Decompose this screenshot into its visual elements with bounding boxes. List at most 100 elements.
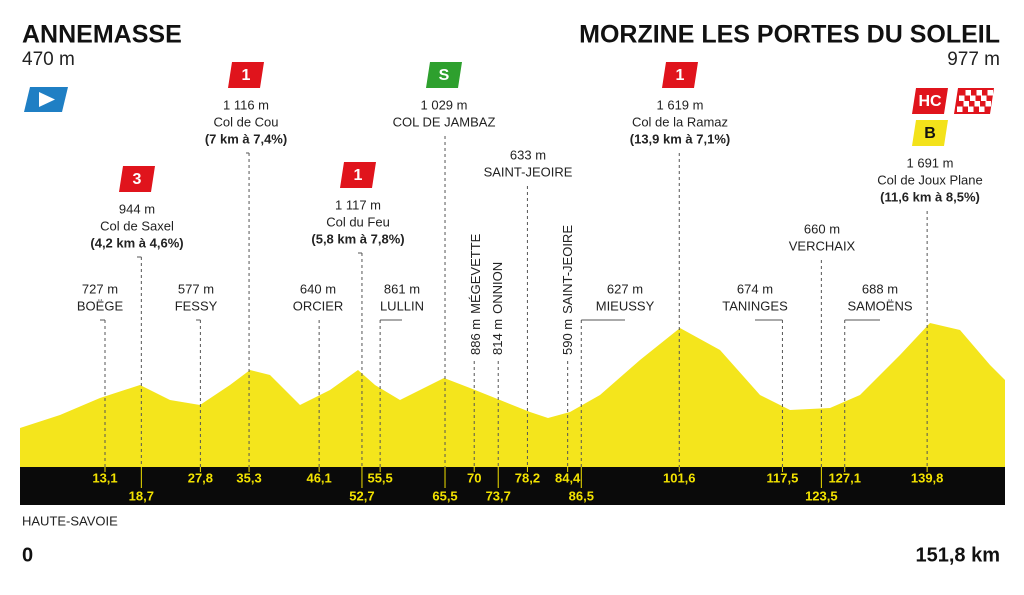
altitude: 814 m xyxy=(490,319,505,355)
badge-label: 3 xyxy=(133,171,142,188)
altitude: 1 619 m xyxy=(657,97,704,112)
place-name: VERCHAIX xyxy=(789,238,856,253)
flag-check xyxy=(957,106,963,112)
climb-badge xyxy=(912,120,948,146)
vertical-label: 886 m MÉGEVETTE xyxy=(468,233,483,355)
place-name: Col du Feu xyxy=(326,214,390,229)
km-label: 78,2 xyxy=(515,470,540,485)
km-label: 70 xyxy=(467,470,481,485)
finish-altitude: 977 m xyxy=(947,49,1000,70)
place-name: TANINGES xyxy=(722,298,788,313)
altitude: 674 m xyxy=(737,281,773,296)
flag-check xyxy=(965,90,971,96)
climb: (5,8 km à 7,8%) xyxy=(311,231,404,246)
vertical-label: 814 m ONNION xyxy=(490,262,505,355)
start-km: 0 xyxy=(22,544,33,566)
km-label: 27,8 xyxy=(188,470,213,485)
badge-label: 1 xyxy=(676,67,685,84)
place-name: MIEUSSY xyxy=(596,298,655,313)
km-label: 139,8 xyxy=(911,470,944,485)
flag-check xyxy=(974,101,980,107)
altitude: 627 m xyxy=(607,281,643,296)
place-name: Col de Cou xyxy=(213,114,278,129)
altitude: 1 691 m xyxy=(907,155,954,170)
km-label: 127,1 xyxy=(828,470,861,485)
place-name: Col de Saxel xyxy=(100,218,174,233)
start-name: ANNEMASSE xyxy=(22,21,182,49)
climb: (7 km à 7,4%) xyxy=(205,131,287,146)
flag-check xyxy=(976,90,982,96)
climb-badge xyxy=(340,162,376,188)
climb: (11,6 km à 8,5%) xyxy=(880,189,980,204)
badge-label: B xyxy=(924,125,936,142)
km-label: 46,1 xyxy=(306,470,331,485)
altitude: 688 m xyxy=(862,281,898,296)
profile xyxy=(20,323,1005,467)
vertical-label: 590 m SAINT-JEOIRE xyxy=(560,225,575,355)
km-label: 18,7 xyxy=(129,488,154,503)
region: HAUTE-SAVOIE xyxy=(22,513,118,528)
place-name: Col de la Ramaz xyxy=(632,114,728,129)
place-name: BOËGE xyxy=(77,298,124,313)
end-km: 151,8 km xyxy=(915,544,1000,566)
climb-badge xyxy=(662,62,698,88)
km-label: 65,5 xyxy=(432,488,457,503)
finish-name: MORZINE LES PORTES DU SOLEIL xyxy=(579,21,1000,49)
badge-label: 1 xyxy=(242,67,251,84)
place-name: FESSY xyxy=(175,298,218,313)
km-label: 123,5 xyxy=(805,488,838,503)
flag-check xyxy=(968,106,974,112)
place-name: COL DE JAMBAZ xyxy=(393,114,496,129)
altitude: 1 117 m xyxy=(335,197,381,212)
km-label: 117,5 xyxy=(767,470,799,485)
climb-badge xyxy=(119,166,155,192)
km-label: 35,3 xyxy=(236,470,261,485)
place-name: SAMOËNS xyxy=(847,298,912,313)
altitude: 944 m xyxy=(119,201,155,216)
climb: (4,2 km à 4,6%) xyxy=(90,235,183,250)
climb-badge xyxy=(228,62,264,88)
flag-check xyxy=(981,95,987,101)
altitude: 633 m xyxy=(510,147,546,162)
place-name: SAINT-JEOIRE xyxy=(484,164,573,179)
climb-badge xyxy=(426,62,462,88)
altitude: 590 m xyxy=(560,319,575,355)
flag-check xyxy=(979,106,985,112)
finish-flag xyxy=(954,88,994,114)
place-name: ONNION xyxy=(490,262,505,314)
place-name: Col de Joux Plane xyxy=(877,172,983,187)
flag-check xyxy=(987,90,993,96)
start-altitude: 470 m xyxy=(22,49,75,70)
badge-label: HC xyxy=(918,93,942,110)
place-name: LULLIN xyxy=(380,298,424,313)
km-label: 86,5 xyxy=(569,488,594,503)
climb-badge xyxy=(912,88,948,114)
km-label: 55,5 xyxy=(367,470,392,485)
place-name: SAINT-JEOIRE xyxy=(560,225,575,314)
altitude: 577 m xyxy=(178,281,214,296)
start-flag xyxy=(24,87,68,112)
flag-check xyxy=(985,101,991,107)
place-name: ORCIER xyxy=(293,298,344,313)
flag-check xyxy=(959,95,965,101)
altitude: 640 m xyxy=(300,281,336,296)
km-label: 101,6 xyxy=(663,470,696,485)
altitude: 1 116 m xyxy=(223,97,269,112)
km-label: 84,4 xyxy=(555,470,581,485)
badge-label: S xyxy=(439,67,450,84)
altitude: 886 m xyxy=(468,319,483,355)
altitude: 660 m xyxy=(804,221,840,236)
climb: (13,9 km à 7,1%) xyxy=(630,131,730,146)
km-label: 73,7 xyxy=(486,488,511,503)
altitude: 861 m xyxy=(384,281,420,296)
altitude: 1 029 m xyxy=(421,97,468,112)
distance-band xyxy=(20,467,1005,505)
badge-label: 1 xyxy=(354,167,363,184)
km-label: 13,1 xyxy=(92,470,117,485)
km-label: 52,7 xyxy=(349,488,374,503)
place-name: MÉGEVETTE xyxy=(468,233,483,314)
flag-check xyxy=(963,101,969,107)
altitude: 727 m xyxy=(82,281,118,296)
flag-check xyxy=(970,95,976,101)
